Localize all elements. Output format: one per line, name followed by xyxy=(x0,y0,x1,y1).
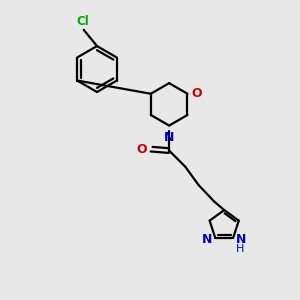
Text: N: N xyxy=(164,131,174,144)
Text: H: H xyxy=(236,244,244,254)
Text: Cl: Cl xyxy=(76,15,89,28)
Text: N: N xyxy=(236,233,246,246)
Text: N: N xyxy=(202,233,212,246)
Text: O: O xyxy=(137,142,147,156)
Text: O: O xyxy=(191,87,202,100)
